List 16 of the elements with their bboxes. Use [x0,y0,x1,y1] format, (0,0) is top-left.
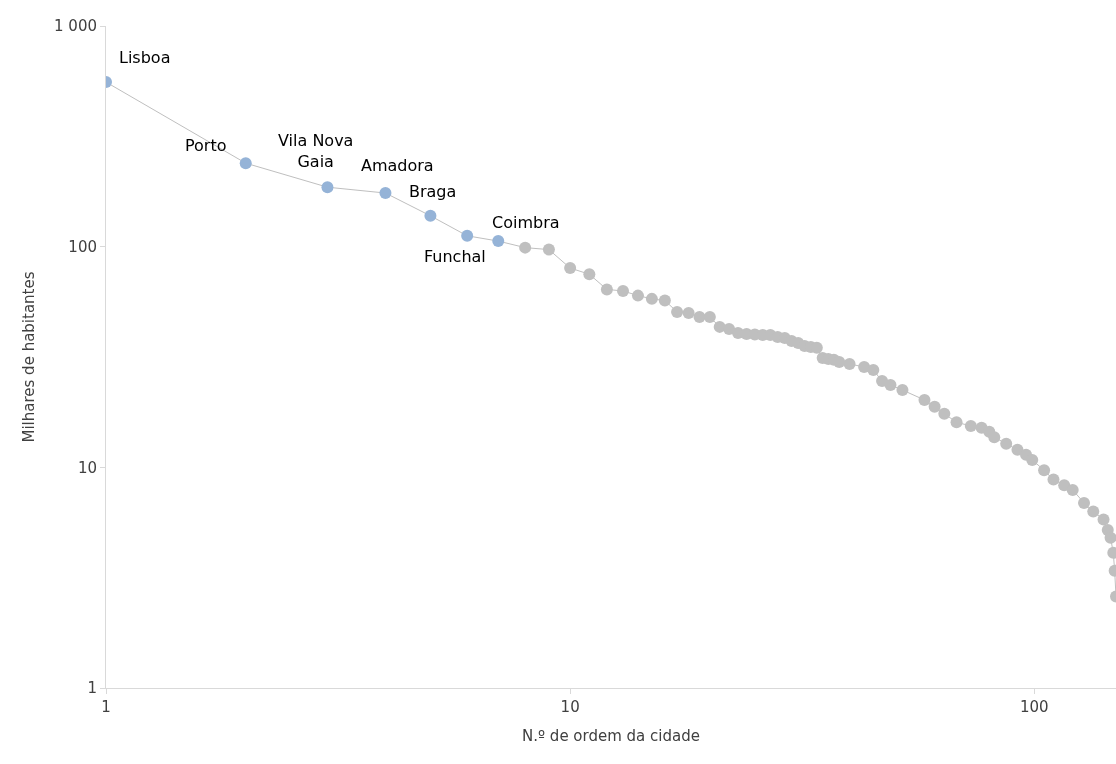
annotation: Coimbra [492,213,560,232]
y-axis-title: Milhares de habitantes [20,271,39,443]
annotation: Funchal [424,247,486,266]
y-tick-label: 1 [87,679,97,698]
y-tick-label: 1 000 [54,17,97,36]
x-tick-label: 100 [1019,698,1049,716]
x-tick-label: 10 [560,698,580,716]
x-tick-label: 1 [101,698,111,716]
x-axis-title: N.º de ordem da cidade [522,727,700,745]
annotation: Amadora [361,156,434,175]
y-tick-label: 100 [68,237,97,256]
annotation: Vila Nova Gaia [278,131,354,171]
annotation: Porto [185,136,227,155]
y-tick-label: 10 [77,458,97,477]
annotation: Lisboa [119,48,171,67]
annotation: Braga [409,182,457,201]
